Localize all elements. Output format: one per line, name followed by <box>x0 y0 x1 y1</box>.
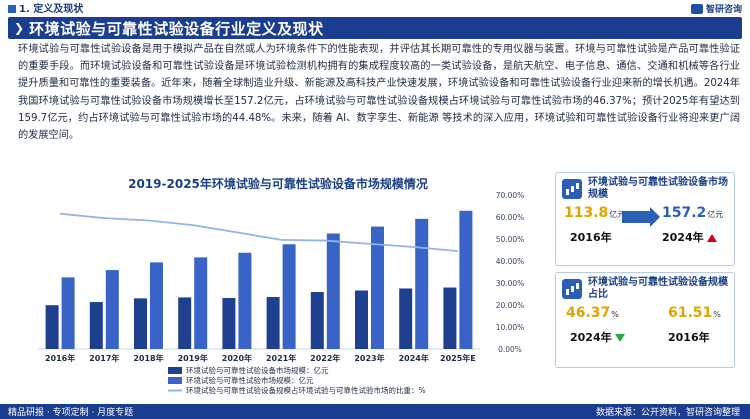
right-axis-tick-label: 70.00% <box>496 191 525 200</box>
previous-year: 2016年 <box>668 331 710 344</box>
market-bar <box>105 270 119 349</box>
current-year: 2024年 <box>570 329 625 345</box>
market-bar <box>415 218 429 349</box>
card-header: 环境试验与可靠性试验设备市场规模 <box>556 173 734 205</box>
market-bar <box>282 244 296 349</box>
equipment-bar <box>355 290 368 349</box>
section-marker-icon <box>8 5 16 13</box>
market-bar <box>326 233 340 349</box>
card-title: 环境试验与可靠性试验设备市场规模 <box>588 177 728 200</box>
previous-share: 61.51% <box>668 305 721 321</box>
x-tick-label: 2018年 <box>133 353 163 363</box>
equipment-bar <box>89 302 103 349</box>
section-label: 1. 定义及现状 <box>8 0 83 15</box>
equipment-bar <box>134 298 147 349</box>
equipment-bar <box>222 297 236 349</box>
right-axis-tick-label: 0.00% <box>498 345 522 354</box>
market-bar <box>194 257 208 349</box>
right-axis-tick-label: 30.00% <box>496 279 525 288</box>
legend-swatch <box>168 367 182 374</box>
chevron-right-icon: ❯ <box>14 21 25 35</box>
start-year: 2016年 <box>570 231 612 244</box>
footer-tagline: 精品研报 · 专项定制 · 月度专题 <box>8 408 134 418</box>
x-tick-label: 2020年 <box>222 353 252 363</box>
equipment-bar <box>399 288 413 349</box>
market-size-card: 环境试验与可靠性试验设备市场规模 113.8亿元 157.2亿元 2016年 2… <box>555 172 735 266</box>
chart-title: 2019-2025年环境试验与可靠性试验设备市场规模情况 <box>128 177 428 191</box>
arrow-down-icon <box>614 334 625 342</box>
right-axis-tick-label: 50.00% <box>496 235 525 244</box>
brand-icon <box>690 3 703 14</box>
equipment-bar <box>178 297 192 349</box>
bar-chart-icon <box>562 279 582 299</box>
title-band: ❯ 环境试验与可靠性试验设备行业定义及现状 <box>8 17 742 39</box>
right-axis-tick-label: 40.00% <box>496 257 525 266</box>
x-tick-label: 2023年 <box>354 353 384 363</box>
x-tick-label: 2019年 <box>178 353 208 363</box>
end-value: 157.2亿元 <box>662 205 724 221</box>
top-bar: 1. 定义及现状 智研咨询 <box>0 0 750 15</box>
legend-label: 环境试验与可靠性试验设备市场规模：亿元 <box>186 365 329 375</box>
card-title: 环境试验与可靠性试验设备规模占比 <box>588 277 728 300</box>
footer-source: 数据来源：公开资料，智研咨询整理 <box>595 408 740 418</box>
x-tick-label: 2016年 <box>45 353 75 363</box>
arrow-up-icon <box>706 234 717 242</box>
market-bar <box>150 262 163 349</box>
equipment-bar <box>443 287 457 349</box>
market-bar <box>459 210 473 349</box>
legend-swatch <box>168 377 182 384</box>
card-values: 46.37% 61.51% 2024年 2016年 <box>556 305 734 353</box>
x-tick-label: 2024年 <box>399 353 429 363</box>
share-card: 环境试验与可靠性试验设备规模占比 46.37% 61.51% 2024年 201… <box>555 272 735 368</box>
brand-logo: 智研咨询 <box>690 2 742 15</box>
x-tick-label: 2021年 <box>266 353 296 363</box>
page-title: 环境试验与可靠性试验设备行业定义及现状 <box>29 19 324 38</box>
start-value: 113.8亿元 <box>564 205 626 221</box>
brand-name: 智研咨询 <box>705 5 742 15</box>
equipment-bar <box>310 292 324 349</box>
x-tick-label: 2025年E <box>440 353 476 363</box>
legend-label: 环境试验与可靠性试验设备规模占环境试验与可靠性试验市场的比重：% <box>186 385 426 395</box>
market-bar <box>61 277 75 349</box>
x-tick-label: 2022年 <box>310 353 340 363</box>
market-size-chart: 2019-2025年环境试验与可靠性试验设备市场规模情况 0.00% 10.00%… <box>18 175 538 400</box>
equipment-bar <box>266 297 280 349</box>
end-year: 2024年 <box>662 229 717 245</box>
growth-arrow-icon <box>622 207 660 227</box>
card-header: 环境试验与可靠性试验设备规模占比 <box>556 273 734 305</box>
market-bar <box>371 226 384 349</box>
equipment-bar <box>45 305 59 349</box>
right-axis-tick-label: 10.00% <box>496 323 525 332</box>
intro-paragraph: 环境试验与可靠性试验设备是用于模拟产品在自然或人为环境条件下的性能表现，并评估其… <box>18 44 740 142</box>
current-share: 46.37% <box>566 305 619 321</box>
market-bar <box>238 252 252 349</box>
legend-label: 环境试验与可靠性试验市场规模：亿元 <box>186 375 314 385</box>
chart-canvas: 0.00% 10.00% 20.00% 30.00% 40.00% 50.00% 60.00… <box>38 191 525 395</box>
share-line <box>60 212 458 253</box>
x-tick-label: 2017年 <box>89 353 119 363</box>
footer-bar: 精品研报 · 专项定制 · 月度专题 数据来源：公开资料，智研咨询整理 <box>0 404 750 419</box>
right-axis-tick-label: 20.00% <box>496 301 525 310</box>
bar-chart-icon <box>562 179 582 199</box>
right-axis-tick-label: 60.00% <box>496 213 525 222</box>
card-values: 113.8亿元 157.2亿元 2016年 2024年 <box>556 205 734 253</box>
